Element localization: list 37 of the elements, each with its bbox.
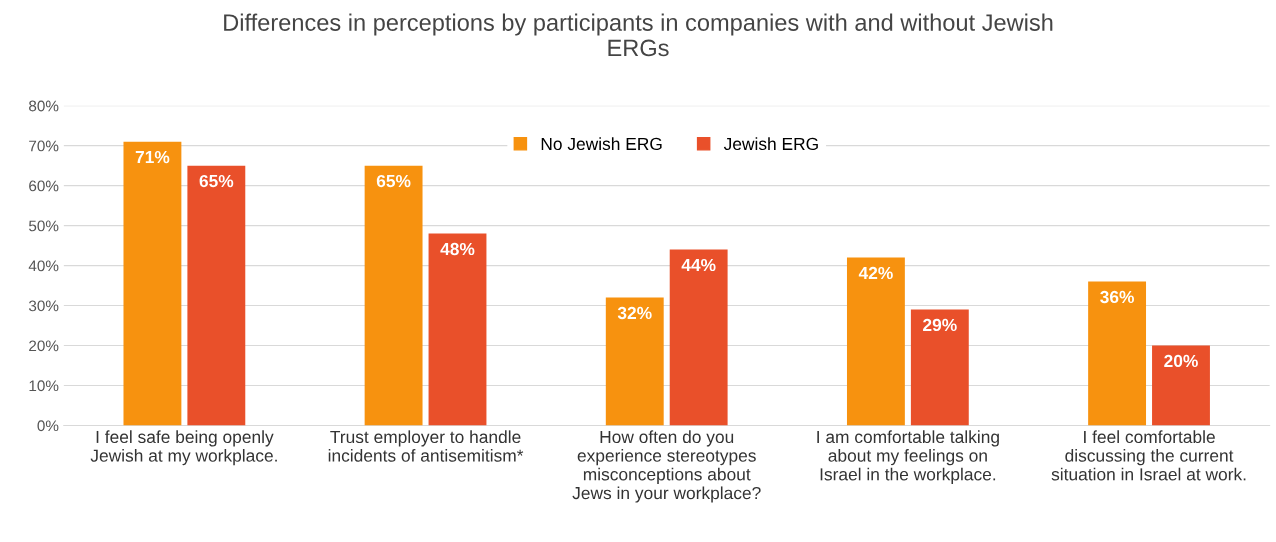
y-tick-label: 20% xyxy=(29,340,59,352)
y-tick-label: 50% xyxy=(28,220,59,232)
data-label: 48% xyxy=(440,242,475,256)
legend-label: Jewish ERG xyxy=(723,137,818,151)
bar xyxy=(364,165,423,426)
y-tick-label: 60% xyxy=(29,180,59,192)
data-label: 36% xyxy=(1100,290,1134,304)
x-tick-label: I feel comfortable discussing the current situation in Israel at work. xyxy=(1051,430,1246,481)
legend-label: No Jewish ERG xyxy=(541,137,662,151)
bar xyxy=(1088,281,1147,426)
y-tick-label: 0% xyxy=(37,420,59,432)
chart-title: Differences in perceptions by participants in companies with and without Jewish ERGs xyxy=(224,13,1053,57)
data-label: 65% xyxy=(199,174,234,188)
data-label: 20% xyxy=(1164,354,1198,368)
x-tick-label: Trust employer to handle incidents of antisemitism* xyxy=(328,430,524,462)
data-label: 65% xyxy=(376,174,411,188)
bar xyxy=(910,309,969,426)
y-tick-label: 80% xyxy=(29,100,59,112)
data-label: 71% xyxy=(135,150,170,164)
data-label: 42% xyxy=(858,266,893,280)
y-tick-label: 30% xyxy=(28,300,59,312)
data-label: 29% xyxy=(923,318,957,332)
y-tick-label: 10% xyxy=(29,380,59,392)
bar xyxy=(846,257,905,426)
y-tick-label: 40% xyxy=(28,260,59,272)
bar xyxy=(428,233,487,426)
x-tick-label: I feel safe being openly Jewish at my workplace. xyxy=(90,430,277,466)
bar xyxy=(605,297,664,426)
bar xyxy=(1152,345,1210,426)
bar xyxy=(669,249,728,426)
x-tick-label: How often do you experience stereotypes misconceptions about Jews in your workplace? xyxy=(572,430,761,503)
data-label: 44% xyxy=(681,258,716,272)
bar xyxy=(187,165,246,426)
data-label: 32% xyxy=(617,306,652,320)
y-tick-label: 70% xyxy=(29,140,59,152)
x-tick-label: I am comfortable talking about my feelings on Israel in the workplace. xyxy=(817,430,999,484)
bar xyxy=(123,141,182,426)
